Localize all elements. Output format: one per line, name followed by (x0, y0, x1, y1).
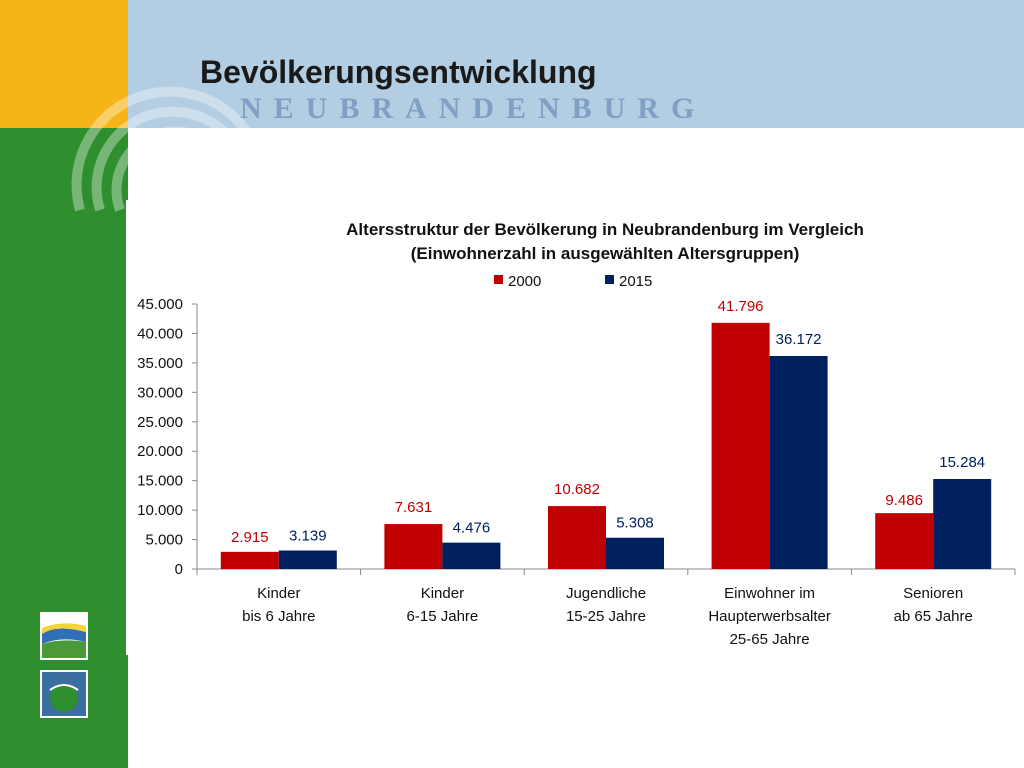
slide-title: Bevölkerungsentwicklung (200, 54, 597, 90)
y-tick-label: 30.000 (137, 384, 183, 401)
data-label-2000: 41.796 (718, 298, 764, 315)
x-category-label: Jugendliche (566, 585, 646, 602)
bar-2015 (606, 537, 664, 569)
y-tick-label: 15.000 (137, 473, 183, 490)
bar-2015 (442, 542, 501, 569)
chart-panel (126, 200, 1024, 655)
data-label-2015: 36.172 (776, 331, 822, 348)
y-tick-label: 20.000 (137, 443, 183, 460)
legend-label-2000: 2000 (508, 273, 541, 290)
landscape-logo (40, 612, 88, 660)
bar-2000 (875, 513, 934, 569)
y-tick-label: 5.000 (145, 532, 183, 549)
x-category-label: Einwohner im (724, 585, 815, 602)
data-label-2000: 7.631 (395, 499, 433, 516)
data-label-2015: 5.308 (616, 515, 654, 532)
data-label-2015: 15.284 (939, 454, 985, 471)
chart-title-line1: Altersstruktur der Bevölkerung in Neubra… (346, 220, 864, 239)
bar-2000 (548, 506, 606, 569)
legend-swatch-2000 (494, 275, 503, 284)
x-category-label: 15-25 Jahre (566, 608, 646, 625)
data-label-2000: 9.486 (885, 492, 923, 509)
bar-2000 (384, 524, 443, 569)
y-tick-label: 40.000 (137, 325, 183, 342)
data-label-2015: 3.139 (289, 528, 327, 545)
x-category-label: bis 6 Jahre (242, 608, 315, 625)
y-tick-label: 35.000 (137, 355, 183, 372)
bar-2000 (220, 551, 279, 569)
natuerlich-logo (40, 670, 88, 718)
chart-title-line2: (Einwohnerzahl in ausgewählten Altersgru… (411, 244, 800, 263)
bar-2015 (933, 478, 992, 569)
x-category-label: Haupterwerbsalter (708, 608, 831, 625)
data-label-2000: 10.682 (554, 481, 600, 498)
bar-2000 (711, 322, 770, 569)
y-tick-label: 45.000 (137, 296, 183, 313)
bar-2015 (769, 355, 828, 569)
x-category-label: Senioren (903, 585, 963, 602)
y-tick-label: 10.000 (137, 502, 183, 519)
x-category-label: ab 65 Jahre (894, 608, 973, 625)
x-category-label: Kinder (257, 585, 300, 602)
bar-2015 (278, 550, 337, 569)
left-orange-block (0, 0, 128, 128)
legend-swatch-2015 (605, 275, 614, 284)
x-category-label: Kinder (421, 585, 464, 602)
data-label-2000: 2.915 (231, 529, 269, 546)
city-name: NEUBRANDENBURG (240, 92, 707, 125)
y-tick-label: 0 (175, 561, 183, 578)
legend-label-2015: 2015 (619, 273, 652, 290)
y-tick-label: 25.000 (137, 414, 183, 431)
top-blue-band (128, 0, 1024, 128)
data-label-2015: 4.476 (453, 520, 491, 537)
decorative-arcs (71, 86, 265, 213)
x-category-label: 6-15 Jahre (407, 608, 479, 625)
x-category-label: 25-65 Jahre (730, 631, 810, 648)
